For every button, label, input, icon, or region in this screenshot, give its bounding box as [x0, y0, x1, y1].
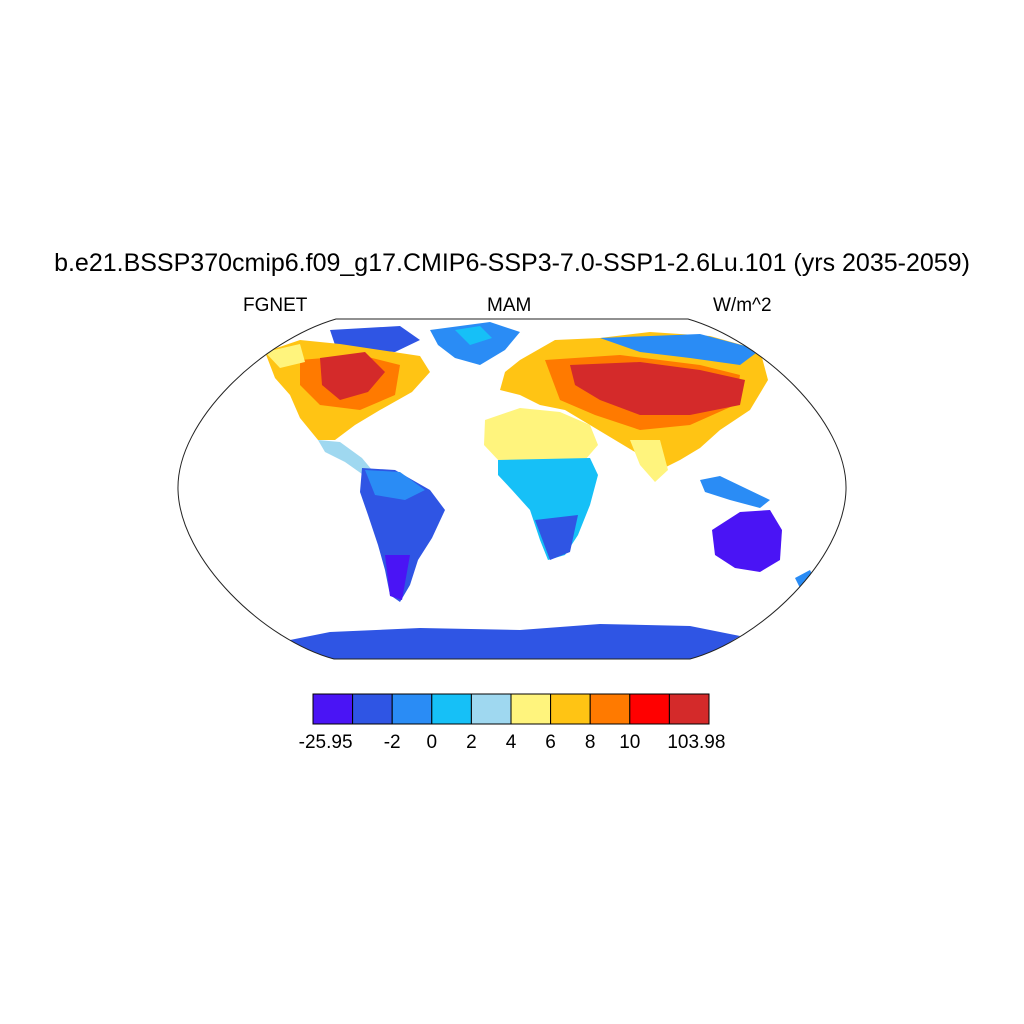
arctic-islands	[330, 326, 420, 352]
south-america-south	[385, 555, 410, 600]
siberia-cool	[600, 334, 760, 365]
north-america-core	[320, 352, 385, 400]
season-label: MAM	[487, 295, 532, 316]
globe-outline	[177, 318, 847, 660]
africa-north	[484, 408, 598, 465]
colorbar-tick-label: 103.98	[667, 732, 726, 753]
variable-label: FGNET	[243, 295, 308, 316]
colorbar-tick-label: -25.95	[298, 732, 353, 753]
south-america	[360, 468, 445, 602]
maritime-continent	[700, 476, 770, 508]
australia	[712, 510, 782, 572]
eurasia-hot	[570, 362, 745, 415]
colorbar-tick-label: 2	[466, 732, 477, 753]
africa-southern-tip	[535, 515, 578, 560]
antarctica	[290, 624, 740, 659]
greenland-edge	[455, 326, 492, 345]
colorbar-tick-label: 8	[584, 732, 596, 753]
land-fields	[265, 322, 815, 659]
colorbar-tick-label: 6	[545, 732, 556, 753]
colorbar-tick-label: 4	[505, 732, 517, 753]
colorbar-tick-label: 10	[619, 732, 641, 753]
central-america	[318, 440, 372, 474]
plot-title: b.e21.BSSP370cmip6.f09_g17.CMIP6-SSP3-7.…	[54, 249, 970, 277]
greenland-region	[430, 322, 520, 365]
india	[630, 440, 668, 482]
alaska	[265, 344, 305, 368]
colorbar-tick-label: 0	[426, 732, 438, 753]
south-america-north	[365, 470, 425, 500]
units-label: W/m^2	[713, 295, 772, 316]
colorbar-tick-label: -2	[383, 732, 401, 753]
